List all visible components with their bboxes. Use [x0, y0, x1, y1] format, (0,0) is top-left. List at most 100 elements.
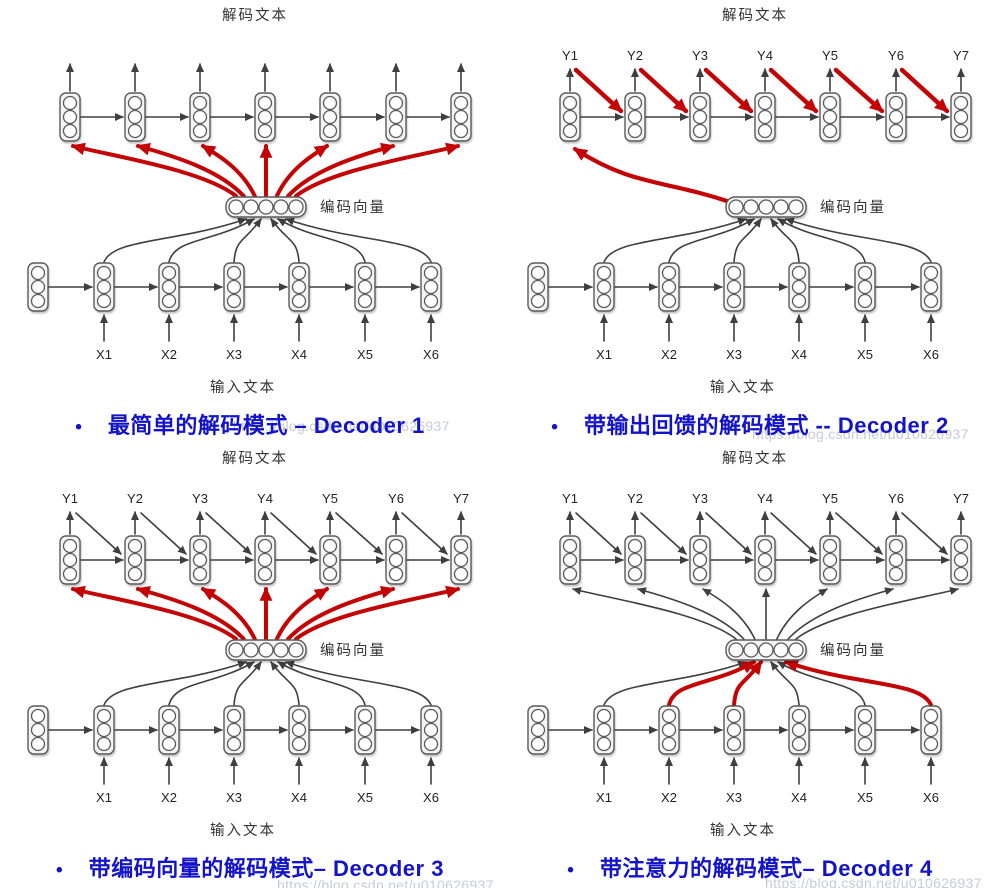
decoder-cell: [689, 535, 711, 585]
cell-unit: [661, 736, 677, 752]
decoder-cell: [189, 535, 211, 585]
cell-unit: [726, 708, 742, 724]
cell-unit: [562, 123, 578, 139]
context-vector-arrow: [70, 142, 238, 198]
feedback-arrow: [833, 67, 885, 114]
cell-unit: [857, 279, 873, 295]
cell-unit: [291, 265, 307, 281]
x-label: X4: [291, 347, 307, 362]
cell-unit: [62, 109, 78, 125]
x-label: X4: [791, 790, 807, 805]
cell-unit: [953, 95, 969, 111]
decoder-cell: [450, 535, 472, 585]
cell-unit: [423, 736, 439, 752]
decoder-cell: [950, 92, 972, 142]
cell-unit: [627, 566, 643, 582]
cell-unit: [322, 538, 338, 554]
cell-unit: [226, 736, 242, 752]
decoder-cell: [124, 535, 146, 585]
cell-unit: [757, 538, 773, 554]
y-label: Y1: [562, 491, 578, 506]
cell-unit: [192, 552, 208, 568]
x-label: X2: [161, 347, 177, 362]
encoder-cell: [854, 705, 876, 755]
context-vector-arrow: [702, 588, 756, 640]
cell-unit: [953, 109, 969, 125]
cell-unit: [953, 552, 969, 568]
cell-unit: [923, 708, 939, 724]
y-label: Y2: [627, 48, 643, 63]
cell-unit: [257, 552, 273, 568]
encoder-cell: [788, 262, 810, 312]
cell-unit: [726, 736, 742, 752]
x-label: X2: [661, 347, 677, 362]
cell-unit: [562, 538, 578, 554]
cell-unit: [291, 708, 307, 724]
cell-unit: [596, 736, 612, 752]
y-label: Y5: [822, 491, 838, 506]
vector-unit: [728, 642, 744, 658]
cell-unit: [627, 123, 643, 139]
cell-unit: [791, 722, 807, 738]
cell-unit: [596, 708, 612, 724]
decoder2-panel: 解码文本 输入文本 编码向量 X1 X2 X3 X4 X5 X6 Y1 Y2 Y3 Y4 Y5 Y6 Y7 •…: [500, 0, 1000, 444]
cell-unit: [226, 279, 242, 295]
cell-unit: [291, 293, 307, 309]
encoding-vector: [725, 196, 807, 218]
y-label: Y5: [322, 491, 338, 506]
cell-unit: [692, 552, 708, 568]
decoder-cell: [319, 92, 341, 142]
decoder-cell: [385, 92, 407, 142]
input-text-label: 输入文本: [210, 379, 276, 396]
cell-unit: [822, 123, 838, 139]
cell-unit: [822, 566, 838, 582]
cell-unit: [857, 293, 873, 309]
cell-unit: [627, 538, 643, 554]
cell-unit: [62, 123, 78, 139]
context-vector-arrow: [795, 587, 959, 640]
x-label: X1: [96, 347, 112, 362]
cell-unit: [192, 566, 208, 582]
decoder-cell: [624, 535, 646, 585]
input-text-label: 输入文本: [710, 822, 776, 839]
decoder-cell: [189, 92, 211, 142]
csdn-watermark: https://blog.csdn.net/u010626937: [233, 418, 450, 434]
encode-arrow: [770, 661, 800, 706]
cell-unit: [888, 95, 904, 111]
cell-unit: [791, 293, 807, 309]
cell-unit: [226, 708, 242, 724]
cell-unit: [357, 708, 373, 724]
feedback-arrow: [140, 512, 187, 555]
x-label: X5: [857, 347, 873, 362]
y-label: Y7: [453, 491, 469, 506]
encode-arrow: [103, 217, 247, 263]
feedback-arrow: [575, 512, 622, 555]
cell-unit: [357, 736, 373, 752]
cell-unit: [822, 552, 838, 568]
encoding-vector: [225, 196, 307, 218]
encode-arrow: [733, 218, 762, 263]
context-vector-arrow: [637, 587, 745, 640]
bullet-icon: •: [75, 417, 82, 438]
feedback-arrow: [703, 67, 754, 114]
y-label: Y7: [953, 48, 969, 63]
bullet-icon: •: [56, 860, 63, 881]
encoded-vector-label: 编码向量: [320, 642, 386, 659]
cell-unit: [596, 722, 612, 738]
cell-unit: [822, 95, 838, 111]
cell-unit: [627, 95, 643, 111]
decoder-cell: [819, 92, 841, 142]
vector-unit: [743, 642, 759, 658]
decoder-cell: [950, 535, 972, 585]
encode-arrow: [277, 661, 366, 706]
decoded-text-label: 解码文本: [722, 450, 788, 467]
encoder-cell: [920, 705, 942, 755]
decoder-cell: [59, 92, 81, 142]
cell-unit: [192, 538, 208, 554]
encoder-cell: [527, 705, 549, 755]
caption-text: 带编码向量的解码模式– Decoder 3: [88, 856, 444, 881]
cell-unit: [62, 538, 78, 554]
x-label: X2: [661, 790, 677, 805]
x-label: X5: [357, 347, 373, 362]
encoding-vector: [725, 639, 807, 661]
